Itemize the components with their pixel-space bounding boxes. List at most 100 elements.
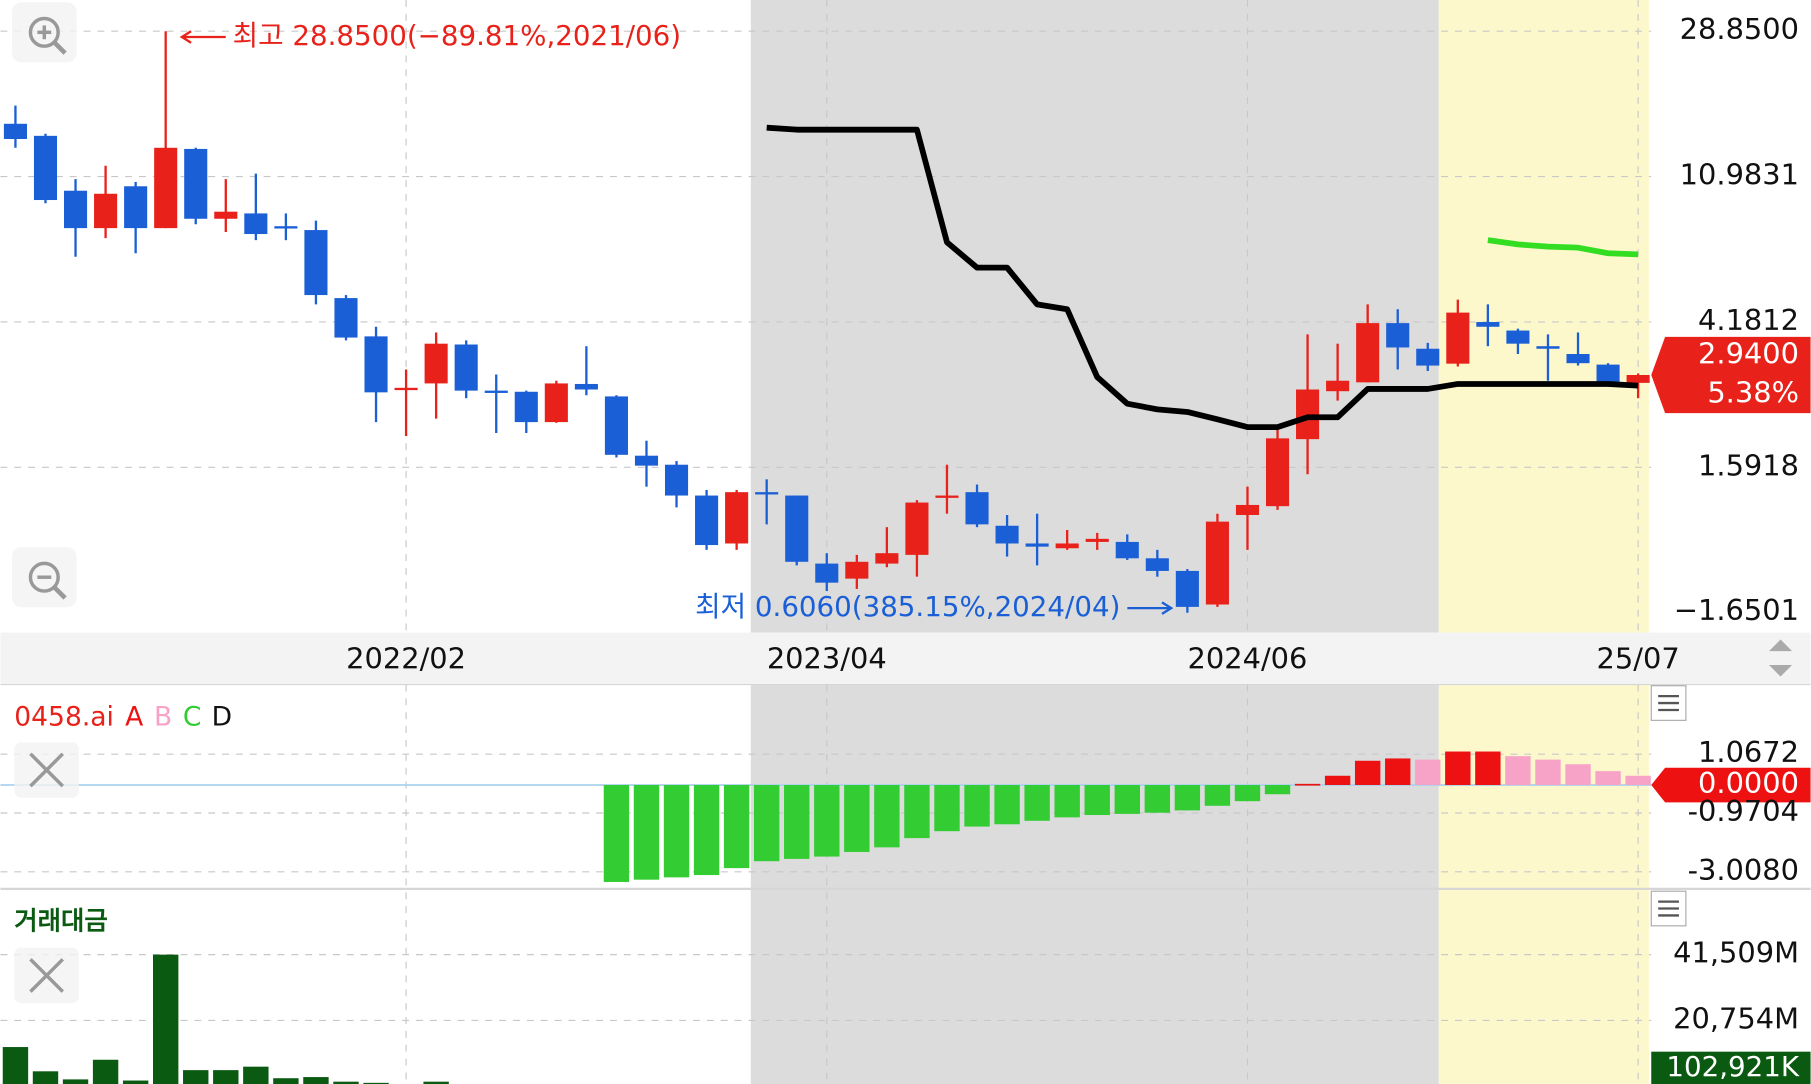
x-tick-label: 2022/02 [346,641,466,675]
value-tag [1651,1051,1811,1084]
indicator-bar [753,785,780,862]
legend-entry: A [125,702,143,733]
indicator-bar [1625,775,1651,786]
candle-body [1175,570,1199,607]
candle-body [3,123,27,139]
candle-body [1626,374,1650,383]
candle-body [815,563,839,583]
candle-body [544,383,568,423]
y-tick-label: 4.1812 [1698,303,1799,337]
candle-body [364,336,388,393]
candle-body [94,193,118,229]
candle-body [1566,354,1590,364]
indicator-bar [723,785,750,869]
indicator-bar [1054,785,1080,818]
indicator-bar [1595,771,1621,786]
scroll-arrows[interactable] [1769,639,1793,677]
menu-button[interactable] [1650,890,1687,927]
candle-body [604,396,628,455]
period-band [1438,684,1649,1084]
candle-body [935,495,959,498]
candle-body [965,492,989,525]
y-tick-label: −1.6501 [1674,593,1799,627]
candle-body [725,492,749,544]
indicator-bar [1354,760,1381,786]
indicator-bar [1084,785,1110,816]
candle-body [1145,558,1169,571]
candle-body [484,390,508,393]
candle-body [1356,323,1380,383]
turnover-bar [2,1047,29,1084]
indicator-bar [1204,785,1231,806]
indicator-bar [1174,785,1201,811]
candle-body [1205,521,1229,605]
candle-body [634,455,659,466]
candle-body [875,553,899,564]
y-tick-label: 1.5918 [1698,448,1799,482]
turnover-bar [423,1081,449,1084]
annotation-arrow [179,30,226,44]
candle-body [695,495,719,546]
candle-body [1055,543,1079,549]
indicator-bar [814,785,840,857]
candle-body [1296,389,1320,440]
change-label: 5.38% [1707,376,1799,410]
candle-body [905,502,929,555]
turnover-title: 거래대금 [14,905,107,935]
indicator-bar [964,785,990,827]
turnover-bar [122,1080,149,1084]
turnover-bar [213,1070,239,1084]
candle-body [995,525,1019,544]
indicator-bar [1445,751,1471,786]
indicator-bar [994,785,1020,825]
y-tick-label: 20,754M [1673,1001,1799,1035]
value-tag-label: 0.0000 [1698,766,1799,800]
period-band [1438,0,1649,633]
x-tick-label: 2023/04 [767,641,887,675]
indicator-bar [1385,758,1411,786]
value-tag-label: 102,921K [1666,1050,1799,1083]
menu-button[interactable] [1650,685,1687,721]
candle-body [1506,330,1530,344]
x-tick-label: 2024/06 [1188,641,1308,675]
indicator-bar [1024,785,1050,821]
indicator-bar [1324,775,1351,786]
indicator-bar [1475,751,1501,786]
close-indicator[interactable] [14,947,79,1004]
turnover-bar [273,1078,299,1084]
indicator-bar [844,785,870,852]
indicator-bar [663,785,690,878]
indicator-bar [934,785,960,832]
turnover-bar [152,954,179,1084]
low-annotation: 최저 0.6060(385.15%,2024/04) [695,590,1120,623]
turnover-bar [32,1071,59,1084]
last-price-label: 2.9400 [1698,336,1799,370]
turnover-bar [303,1077,329,1084]
y-tick-label: 28.8500 [1680,12,1799,46]
candle-body [63,190,88,229]
legend-entry: C [183,702,202,733]
indicator-bar [1565,764,1591,786]
value-tag [1651,767,1811,803]
overlay-line [1487,237,1639,258]
candle-body [154,147,178,229]
candle-body [1476,322,1500,327]
candle-body [1085,538,1109,542]
candle-body [1235,504,1260,515]
zoom-in[interactable] [11,2,77,63]
indicator-bar [1505,756,1531,786]
turnover-bar [333,1081,359,1084]
zoom-out[interactable] [11,547,77,608]
candle-body [845,561,869,579]
annotation-arrow [1127,601,1174,615]
close-indicator[interactable] [14,742,79,798]
last-price-tag [1651,336,1811,414]
indicator-title: 0458.ai [14,702,114,733]
candle-body [214,211,238,219]
candle-body [394,387,418,391]
x-axis-strip [0,632,1811,685]
candle-body [1326,380,1350,392]
y-tick-label: 10.9831 [1680,158,1799,192]
